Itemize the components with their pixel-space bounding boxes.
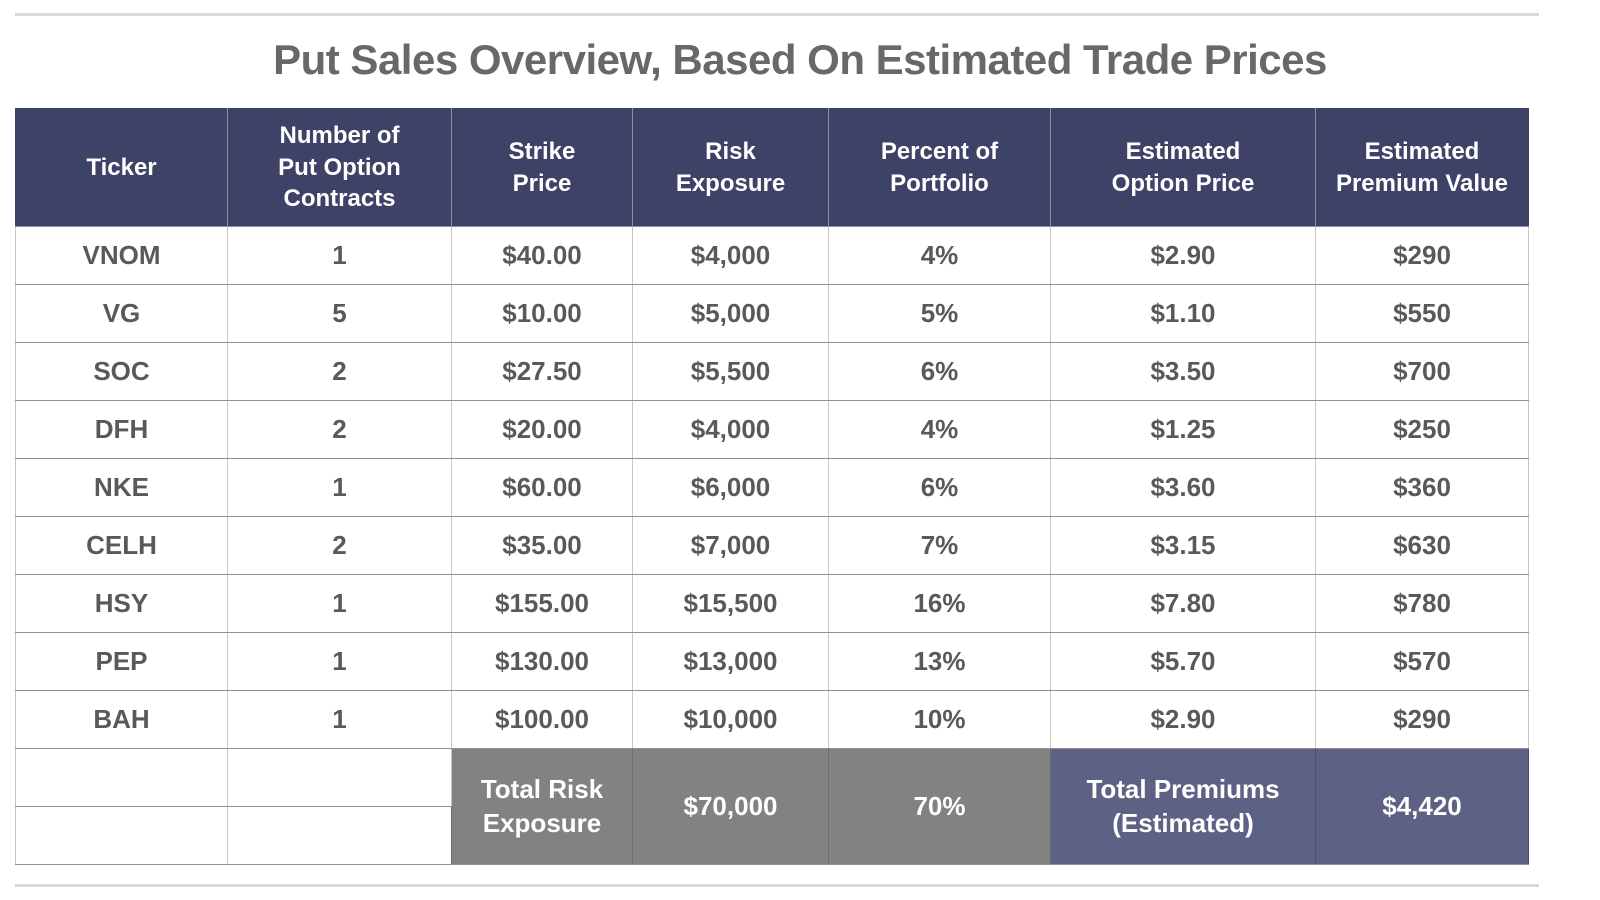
table-cell: $3.15 xyxy=(1050,516,1316,575)
table-cell: 1 xyxy=(227,632,452,691)
page-title: Put Sales Overview, Based On Estimated T… xyxy=(273,36,1327,83)
table-cell: $5,500 xyxy=(632,342,829,401)
total-premiums-value: $4,420 xyxy=(1315,748,1529,865)
table-cell: 16% xyxy=(828,574,1051,633)
column-header-percent-portfolio: Percent of Portfolio xyxy=(828,108,1051,227)
table-cell: $1.25 xyxy=(1050,400,1316,459)
table-row: BAH 1 $100.00 $10,000 10% $2.90 $290 xyxy=(15,690,1529,749)
table-cell: $60.00 xyxy=(451,458,633,517)
table-cell: 5 xyxy=(227,284,452,343)
column-header-strike-price: Strike Price xyxy=(451,108,633,227)
table-cell: PEP xyxy=(15,632,228,691)
table-row: VG 5 $10.00 $5,000 5% $1.10 $550 xyxy=(15,284,1529,343)
table-cell: $570 xyxy=(1315,632,1529,691)
table-cell: 1 xyxy=(227,226,452,285)
table-row: HSY 1 $155.00 $15,500 16% $7.80 $780 xyxy=(15,574,1529,633)
table-cell: $780 xyxy=(1315,574,1529,633)
table-cell: 2 xyxy=(227,342,452,401)
column-header-ticker: Ticker xyxy=(15,108,228,227)
table-cell: $1.10 xyxy=(1050,284,1316,343)
total-risk-exposure-label: Total Risk Exposure xyxy=(451,748,633,865)
table-cell: $5,000 xyxy=(632,284,829,343)
table-cell: $15,500 xyxy=(632,574,829,633)
table-row: SOC 2 $27.50 $5,500 6% $3.50 $700 xyxy=(15,342,1529,401)
table-cell: HSY xyxy=(15,574,228,633)
table-cell: $2.90 xyxy=(1050,690,1316,749)
table-cell: $155.00 xyxy=(451,574,633,633)
empty-cell xyxy=(227,748,452,807)
table-cell: $10.00 xyxy=(451,284,633,343)
table-cell: 7% xyxy=(828,516,1051,575)
table-row: VNOM 1 $40.00 $4,000 4% $2.90 $290 xyxy=(15,226,1529,285)
table-cell: $4,000 xyxy=(632,226,829,285)
table-cell: $40.00 xyxy=(451,226,633,285)
empty-cell xyxy=(15,806,228,865)
table-cell: DFH xyxy=(15,400,228,459)
empty-cell xyxy=(227,806,452,865)
table-cell: VNOM xyxy=(15,226,228,285)
table-cell: 5% xyxy=(828,284,1051,343)
column-header-est-option-price: Estimated Option Price xyxy=(1050,108,1316,227)
bottom-divider xyxy=(15,884,1539,887)
table-cell: 2 xyxy=(227,400,452,459)
table-header: Ticker Number of Put Option Contracts St… xyxy=(15,108,1529,227)
table-cell: NKE xyxy=(15,458,228,517)
table-cell: $4,000 xyxy=(632,400,829,459)
table-cell: 1 xyxy=(227,458,452,517)
totals-row-lower xyxy=(15,806,1529,865)
table-cell: $100.00 xyxy=(451,690,633,749)
table-cell: $360 xyxy=(1315,458,1529,517)
table-cell: $35.00 xyxy=(451,516,633,575)
table-cell: 2 xyxy=(227,516,452,575)
table-cell: $130.00 xyxy=(451,632,633,691)
table-cell: $6,000 xyxy=(632,458,829,517)
table-cell: $630 xyxy=(1315,516,1529,575)
table-body: VNOM 1 $40.00 $4,000 4% $2.90 $290 VG 5 $10.00 $5,… xyxy=(15,226,1529,749)
table-cell: 4% xyxy=(828,226,1051,285)
column-header-est-premium-value: Estimated Premium Value xyxy=(1315,108,1529,227)
header-row: Ticker Number of Put Option Contracts St… xyxy=(15,108,1529,227)
table-cell: $10,000 xyxy=(632,690,829,749)
table-totals: Total Risk Exposure $70,000 70% Total Pr… xyxy=(15,748,1529,865)
column-header-risk-exposure: Risk Exposure xyxy=(632,108,829,227)
table-cell: $27.50 xyxy=(451,342,633,401)
table-cell: $13,000 xyxy=(632,632,829,691)
table-row: NKE 1 $60.00 $6,000 6% $3.60 $360 xyxy=(15,458,1529,517)
table-cell: 6% xyxy=(828,342,1051,401)
table-cell: $290 xyxy=(1315,690,1529,749)
put-sales-table: Ticker Number of Put Option Contracts St… xyxy=(15,108,1529,865)
total-premiums-label: Total Premiums (Estimated) xyxy=(1050,748,1316,865)
total-risk-exposure-value: $70,000 xyxy=(632,748,829,865)
table-cell: CELH xyxy=(15,516,228,575)
table-cell: $250 xyxy=(1315,400,1529,459)
table-cell: SOC xyxy=(15,342,228,401)
table-cell: 1 xyxy=(227,690,452,749)
table-cell: $5.70 xyxy=(1050,632,1316,691)
top-divider xyxy=(15,13,1539,16)
totals-row-upper: Total Risk Exposure $70,000 70% Total Pr… xyxy=(15,748,1529,865)
table-cell: 4% xyxy=(828,400,1051,459)
table-cell: BAH xyxy=(15,690,228,749)
table-cell: 1 xyxy=(227,574,452,633)
table-cell: $2.90 xyxy=(1050,226,1316,285)
table-row: DFH 2 $20.00 $4,000 4% $1.25 $250 xyxy=(15,400,1529,459)
table-row: CELH 2 $35.00 $7,000 7% $3.15 $630 xyxy=(15,516,1529,575)
table-row: PEP 1 $130.00 $13,000 13% $5.70 $570 xyxy=(15,632,1529,691)
table-cell: $550 xyxy=(1315,284,1529,343)
table-cell: $3.60 xyxy=(1050,458,1316,517)
table-cell: VG xyxy=(15,284,228,343)
table-cell: $700 xyxy=(1315,342,1529,401)
column-header-contracts: Number of Put Option Contracts xyxy=(227,108,452,227)
table-cell: $20.00 xyxy=(451,400,633,459)
table-cell: $290 xyxy=(1315,226,1529,285)
table-cell: 6% xyxy=(828,458,1051,517)
table-cell: $7,000 xyxy=(632,516,829,575)
total-portfolio-percent-value: 70% xyxy=(828,748,1051,865)
table-cell: 13% xyxy=(828,632,1051,691)
table-cell: 10% xyxy=(828,690,1051,749)
table-cell: $7.80 xyxy=(1050,574,1316,633)
empty-cell xyxy=(15,748,228,807)
table-cell: $3.50 xyxy=(1050,342,1316,401)
